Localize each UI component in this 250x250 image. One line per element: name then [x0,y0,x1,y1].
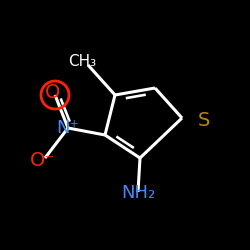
Text: CH₃: CH₃ [68,54,96,70]
Text: N⁺: N⁺ [56,119,80,137]
Text: O⁻: O⁻ [30,150,56,170]
Text: S: S [198,110,210,130]
Text: NH₂: NH₂ [121,184,155,202]
Text: O: O [45,82,61,102]
